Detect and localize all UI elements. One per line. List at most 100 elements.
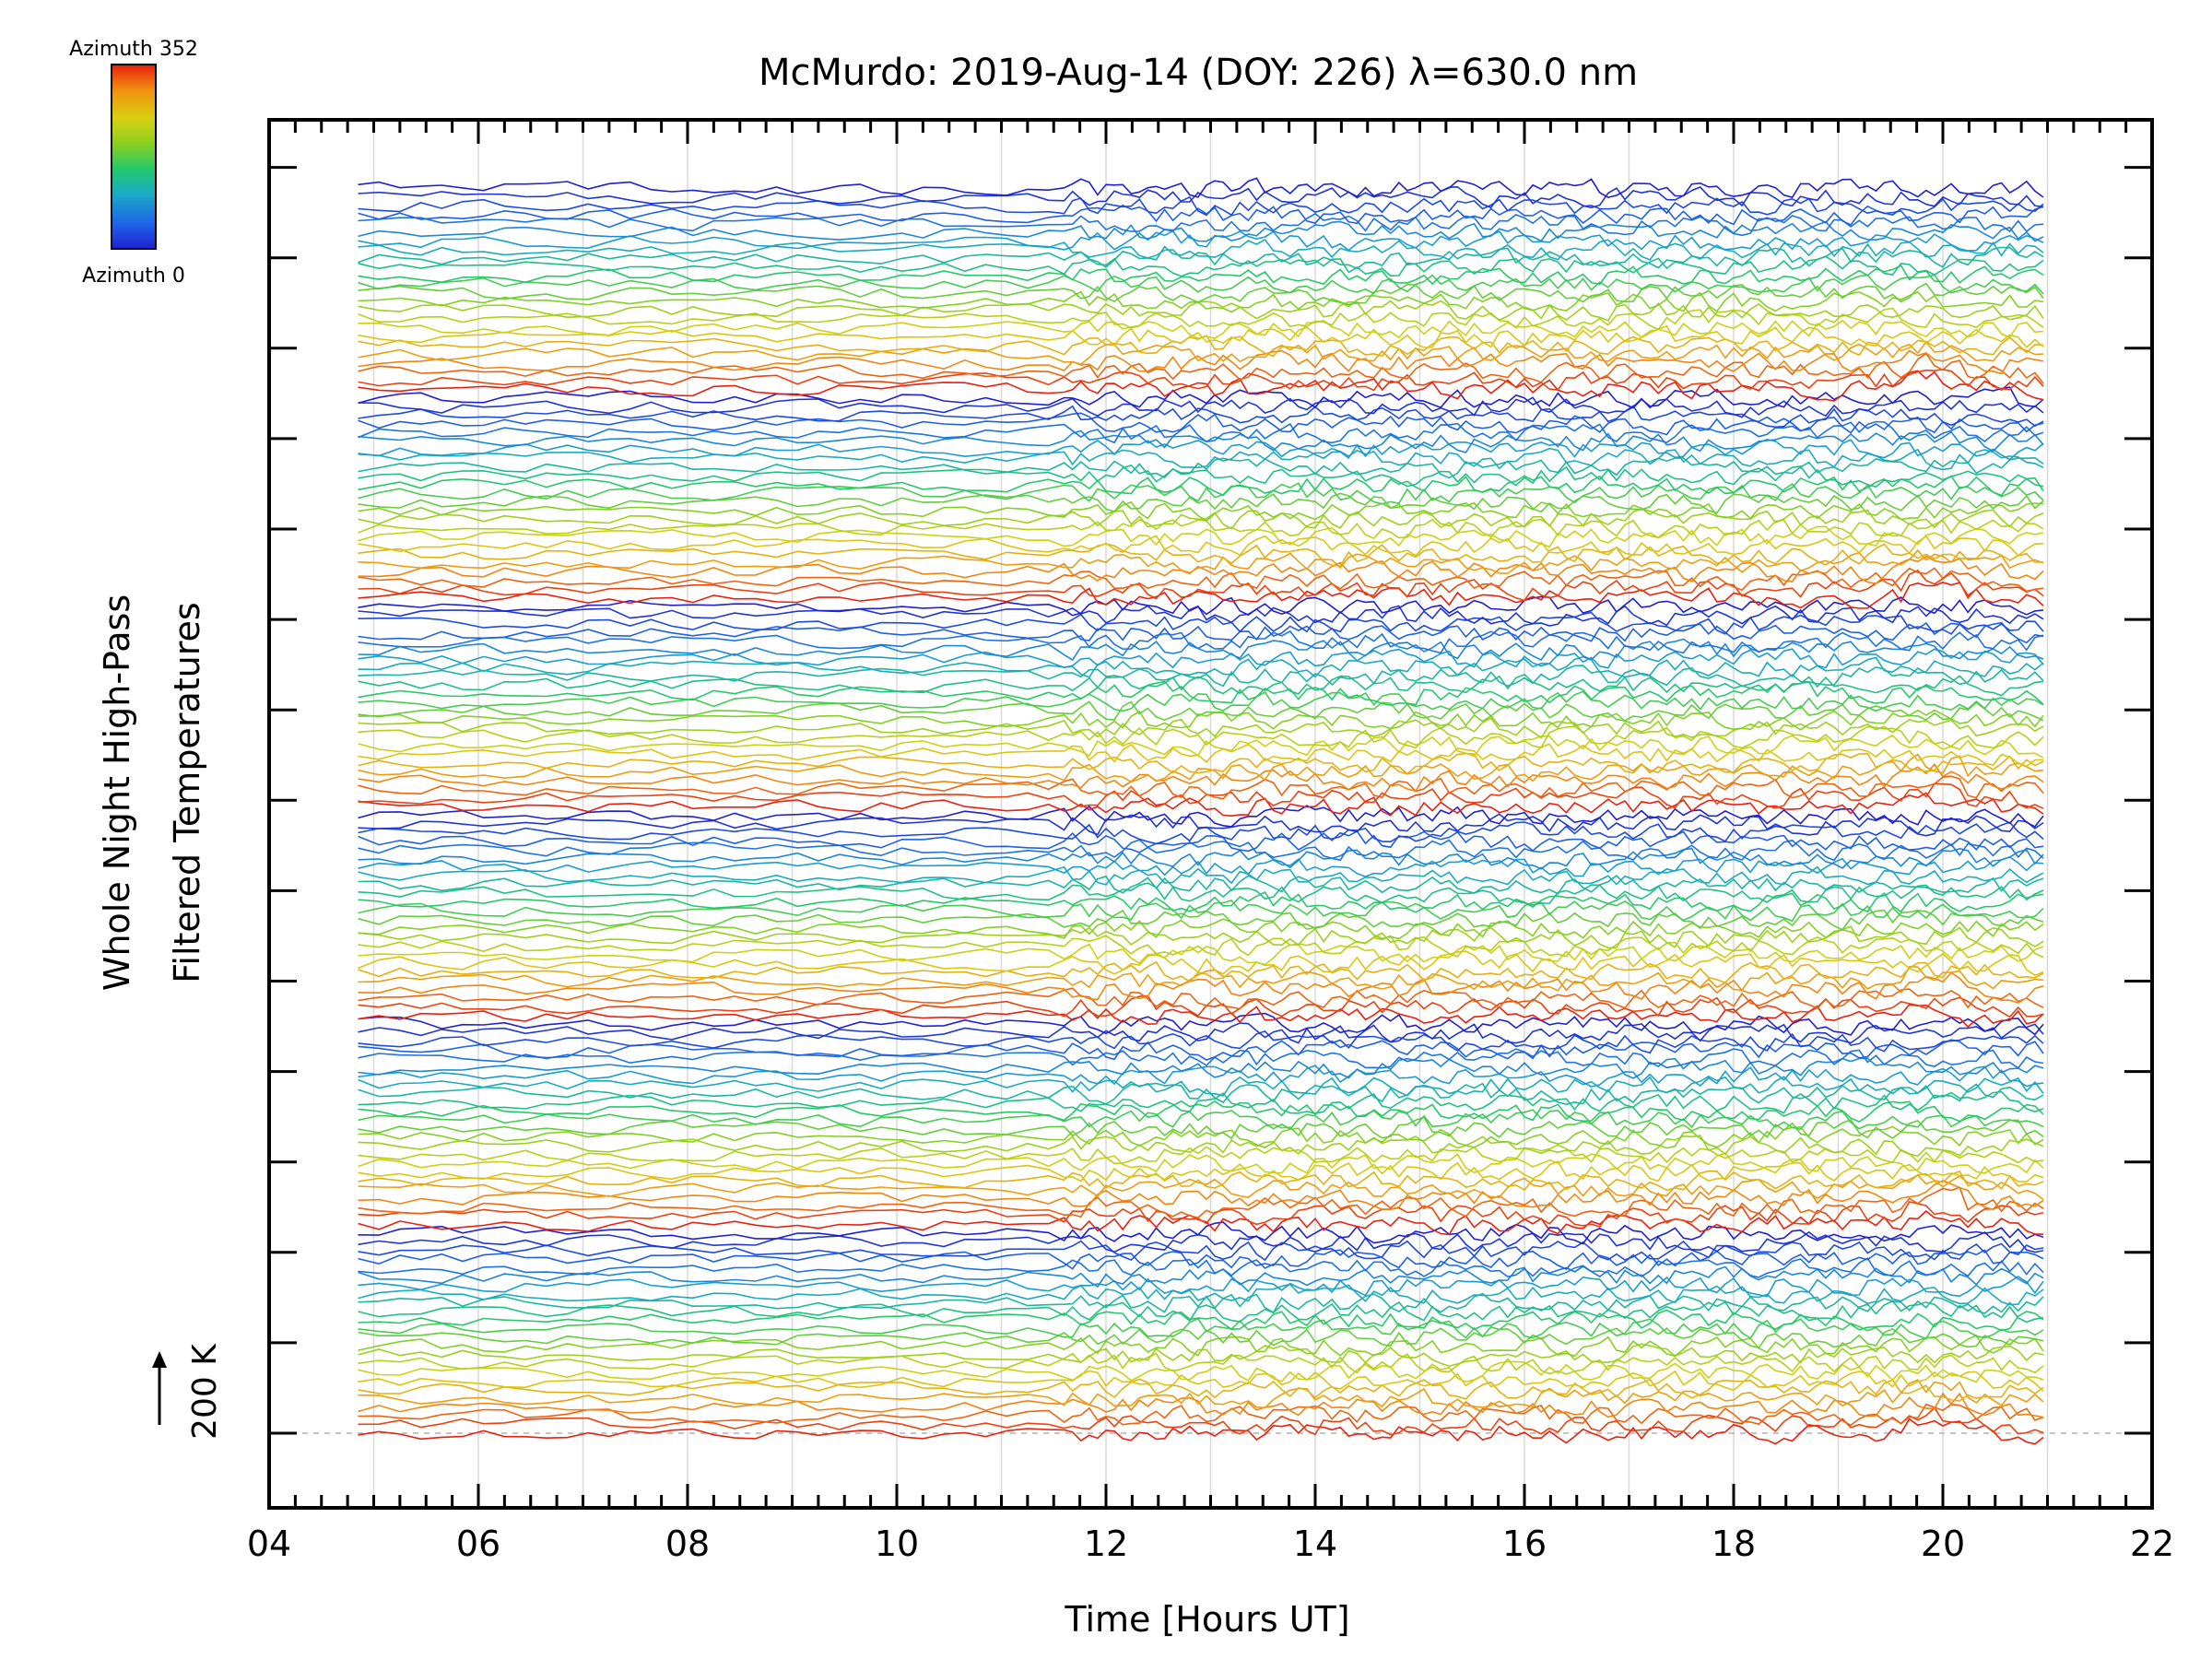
temperature-trace	[358, 709, 2044, 731]
temperature-trace	[358, 1418, 2044, 1445]
temperature-trace	[358, 185, 2044, 209]
temperature-trace	[358, 447, 2044, 471]
chart-title: McMurdo: 2019-Aug-14 (DOY: 226) λ=630.0 …	[759, 52, 1638, 94]
temperature-trace	[358, 290, 2044, 313]
temperature-trace	[358, 1004, 2044, 1029]
temperature-trace	[358, 396, 2044, 418]
temperature-trace	[358, 725, 2044, 749]
temperature-trace	[358, 567, 2044, 593]
temperature-trace	[358, 282, 2044, 306]
temperature-trace	[358, 238, 2044, 261]
temperature-trace	[358, 918, 2044, 940]
temperature-trace	[358, 570, 2044, 602]
temperature-trace	[358, 735, 2044, 759]
temperature-trace	[358, 638, 2044, 662]
x-tick-label: 12	[1084, 1524, 1128, 1564]
temperature-trace	[358, 555, 2044, 585]
temperature-trace	[358, 319, 2044, 339]
scale-bar-label: 200 K	[186, 1343, 224, 1440]
temperature-trace	[358, 865, 2044, 886]
x-tick-label: 18	[1712, 1524, 1756, 1564]
temperature-trace	[358, 994, 2044, 1018]
temperature-trace	[358, 582, 2044, 609]
temperature-trace	[358, 960, 2044, 984]
temperature-trace	[358, 882, 2044, 906]
temperature-trace	[358, 543, 2044, 567]
temperature-trace	[358, 655, 2044, 678]
temperature-trace	[358, 605, 2044, 627]
temperature-trace	[358, 204, 2044, 227]
temperature-trace	[358, 1135, 2044, 1158]
temperature-trace	[358, 621, 2044, 644]
temperature-trace	[358, 386, 2044, 409]
temperature-trace	[358, 935, 2044, 959]
temperature-trace	[358, 775, 2044, 800]
x-axis-label: Time [Hours UT]	[1064, 1599, 1349, 1640]
temperature-trace	[358, 1174, 2044, 1201]
temperature-trace	[358, 1065, 2044, 1088]
temperature-trace	[358, 464, 2044, 488]
temperature-trace	[358, 753, 2044, 783]
temperature-trace	[358, 1030, 2044, 1054]
temperature-trace	[358, 792, 2044, 818]
temperature-trace	[358, 1152, 2044, 1174]
temperature-trace	[358, 830, 2044, 853]
temperature-traces	[358, 177, 2044, 1445]
x-tick-label: 06	[456, 1524, 500, 1564]
y-axis-label-line-1: Whole Night High-Pass	[97, 594, 137, 991]
temperature-trace	[358, 805, 2044, 828]
temperature-trace	[358, 340, 2044, 366]
temperature-trace	[358, 847, 2044, 870]
temperature-trace	[358, 1378, 2044, 1402]
temperature-trace	[358, 1317, 2044, 1340]
temperature-trace	[358, 420, 2044, 444]
temperature-trace	[358, 909, 2044, 931]
temperature-trace	[358, 1392, 2044, 1418]
temperature-trace	[358, 1309, 2044, 1332]
temperature-trace	[358, 1360, 2044, 1383]
temperature-trace	[358, 1200, 2044, 1229]
temperature-trace	[358, 274, 2044, 295]
scale-bar: 200 K	[152, 1343, 224, 1440]
temperature-trace	[358, 925, 2044, 949]
temperature-trace	[358, 412, 2044, 436]
x-tick-label: 08	[665, 1524, 710, 1564]
temperature-trace	[358, 629, 2044, 654]
temperature-trace	[358, 220, 2044, 242]
temperature-trace	[358, 1125, 2044, 1149]
x-tick-label: 16	[1502, 1524, 1547, 1564]
temperature-trace	[358, 229, 2044, 252]
temperature-trace	[358, 492, 2044, 514]
temperature-trace	[358, 943, 2044, 966]
temperature-trace	[358, 782, 2044, 809]
temperature-trace	[358, 839, 2044, 862]
temperature-trace	[358, 548, 2044, 574]
temperature-trace	[358, 1186, 2044, 1218]
grid-lines	[372, 120, 2049, 1508]
temperature-trace	[358, 1283, 2044, 1306]
temperature-trace	[358, 475, 2044, 497]
temperature-trace	[358, 368, 2044, 392]
temperature-trace	[358, 665, 2044, 688]
colorbar-top-label: Azimuth 352	[69, 38, 198, 61]
temperature-trace	[358, 1406, 2044, 1436]
temperature-trace	[358, 300, 2044, 322]
temperature-trace	[358, 1075, 2044, 1097]
x-tick-labels: 04 06 08 10 12 14 16 18 20 22	[247, 1524, 2174, 1564]
temperature-trace	[358, 508, 2044, 530]
temperature-trace	[358, 595, 2044, 617]
temperature-trace	[358, 1109, 2044, 1131]
temperature-trace	[358, 212, 2044, 237]
y-axis-label: Whole Night High-Pass Filtered Temperatu…	[97, 594, 207, 991]
temperature-trace	[358, 743, 2044, 768]
temperature-trace	[358, 680, 2044, 707]
temperature-trace	[358, 1180, 2044, 1211]
x-tick-label: 14	[1293, 1524, 1337, 1564]
temperature-trace	[358, 429, 2044, 453]
temperature-trace	[358, 246, 2044, 270]
temperature-trace	[358, 535, 2044, 557]
temperature-trace	[358, 1090, 2044, 1114]
temperature-trace	[358, 352, 2044, 384]
temperature-trace	[358, 1327, 2044, 1349]
temperature-trace	[358, 1265, 2044, 1288]
